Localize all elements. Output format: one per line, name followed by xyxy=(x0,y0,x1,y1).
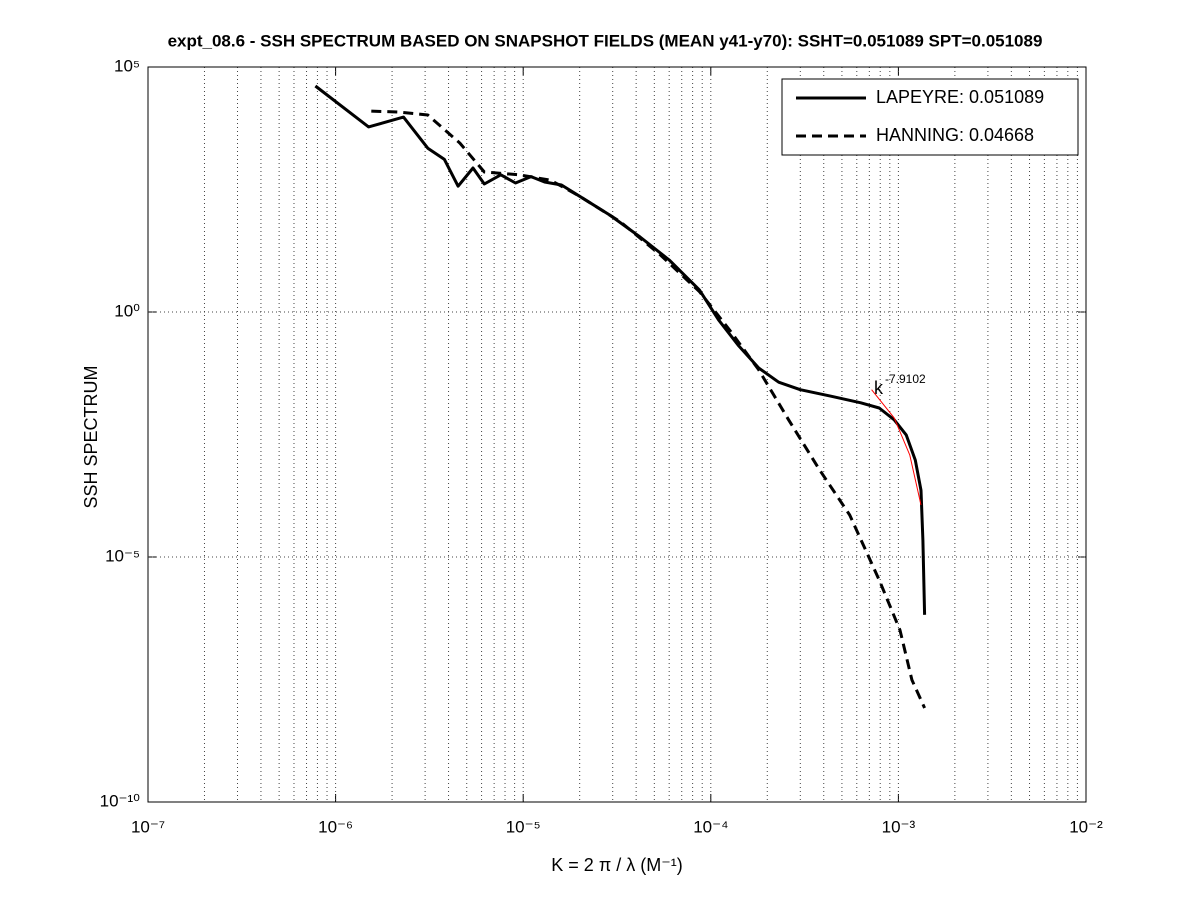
annotation-text: k xyxy=(874,378,884,398)
legend-label: HANNING: 0.04668 xyxy=(876,125,1034,145)
chart-title: expt_08.6 - SSH SPECTRUM BASED ON SNAPSH… xyxy=(168,31,1043,50)
y-tick-label: 10⁻⁵ xyxy=(105,546,140,565)
x-tick-label: 10⁻⁶ xyxy=(318,817,353,836)
x-tick-label: 10⁻² xyxy=(1069,817,1103,836)
legend: LAPEYRE: 0.051089 HANNING: 0.04668 xyxy=(781,78,1079,156)
annotation-exponent: -7.9102 xyxy=(885,372,926,386)
plot-frame xyxy=(147,66,1087,803)
y-tick-label: 10⁵ xyxy=(114,56,140,75)
x-tick-label: 10⁻⁵ xyxy=(506,817,541,836)
legend-label: LAPEYRE: 0.051089 xyxy=(876,87,1044,107)
y-axis-label: SSH SPECTRUM xyxy=(81,365,101,508)
x-tick-label: 10⁻³ xyxy=(882,817,916,836)
fit-annotation: k -7.9102 xyxy=(874,372,926,398)
x-tick-label: 10⁻⁷ xyxy=(131,817,165,836)
series-line xyxy=(871,389,922,506)
legend-box xyxy=(781,78,1079,156)
y-tick-label: 10⁰ xyxy=(114,301,140,320)
series-line xyxy=(371,109,926,709)
y-tick-label: 10⁻¹⁰ xyxy=(100,791,141,810)
x-tick-label: 10⁻⁴ xyxy=(693,817,728,836)
x-axis-label: K = 2 π / λ (M⁻¹) xyxy=(551,855,682,875)
